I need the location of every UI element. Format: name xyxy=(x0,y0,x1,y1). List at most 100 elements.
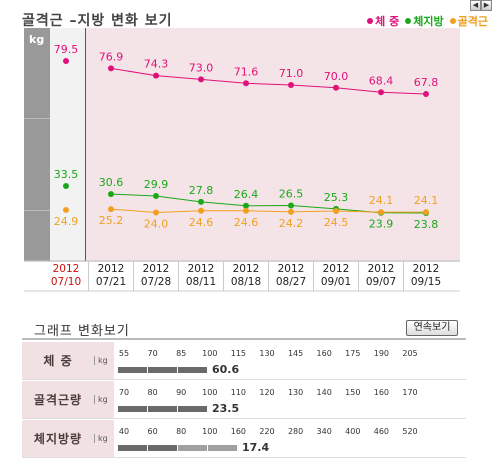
data-point xyxy=(378,89,384,96)
row-header: 체 중 kg xyxy=(22,342,114,379)
x-tick-label: 07/28 xyxy=(141,276,171,288)
x-tick-label: 2012 xyxy=(98,263,125,275)
scale-tick: 520 xyxy=(402,427,418,436)
legend-label: 골격근 xyxy=(457,15,488,28)
scale-tick: 120 xyxy=(259,388,275,397)
data-label: 24.2 xyxy=(279,217,304,230)
bar-segment xyxy=(148,367,177,373)
value-bar xyxy=(118,367,208,373)
data-point xyxy=(108,65,114,72)
data-label: 23.9 xyxy=(369,218,394,231)
data-label: 27.8 xyxy=(189,184,214,197)
x-tick-label: 07/21 xyxy=(96,276,126,288)
scale-tick: 130 xyxy=(259,349,275,358)
bar-segment xyxy=(148,445,177,451)
bar-value: 23.5 xyxy=(212,402,240,415)
legend-dot-icon xyxy=(367,18,374,24)
scale-tick: 100 xyxy=(202,349,218,358)
y-axis-panel xyxy=(24,28,50,260)
x-tick-label: 09/01 xyxy=(321,276,351,288)
row-label: 골격근량 xyxy=(33,393,83,407)
data-label: 73.0 xyxy=(189,61,214,74)
bar-segment xyxy=(178,406,207,412)
scale-tick: 80 xyxy=(147,388,158,397)
data-label: 30.6 xyxy=(99,176,124,189)
prev-arrow-icon[interactable]: ◀ xyxy=(470,0,481,11)
series-line xyxy=(110,208,426,213)
series-line xyxy=(110,67,427,95)
plot-area-pad xyxy=(442,28,460,260)
scale-tick: 175 xyxy=(345,349,361,358)
continuous-view-button[interactable]: 연속보기 xyxy=(406,320,458,336)
scale-tick: 80 xyxy=(176,427,187,436)
x-tick-label: 2012 xyxy=(413,263,440,275)
scale-tick: 340 xyxy=(316,427,332,436)
data-point xyxy=(153,72,159,79)
x-tick-label: 2012 xyxy=(188,263,215,275)
data-label: 23.8 xyxy=(414,218,439,231)
data-point xyxy=(243,80,249,87)
data-label: 33.5 xyxy=(54,168,79,181)
data-point xyxy=(63,206,69,213)
plot-area xyxy=(86,28,442,260)
y-axis-divider xyxy=(24,118,50,119)
data-point xyxy=(333,208,339,215)
data-point xyxy=(243,207,249,214)
scale-ticks: 40 60 80 100 160 220 280 340 400 460 520 xyxy=(118,427,418,439)
x-tick-label: 09/15 xyxy=(411,276,441,288)
data-label: 26.5 xyxy=(279,187,304,200)
bar-segment xyxy=(118,406,147,412)
data-label: 25.2 xyxy=(99,214,124,227)
scale-tick: 145 xyxy=(287,349,304,358)
data-label: 24.0 xyxy=(144,217,169,230)
data-label: 24.6 xyxy=(189,216,214,229)
scale-tick: 110 xyxy=(230,388,247,397)
baseline-column xyxy=(50,28,86,260)
scale-ticks: 70 80 90 100 110 120 130 140 150 160 170 xyxy=(118,388,418,400)
scale-tick: 460 xyxy=(373,427,390,436)
row-header: 골격근량 kg xyxy=(22,381,114,418)
data-label: 24.1 xyxy=(414,194,439,207)
data-label: 71.0 xyxy=(279,67,304,80)
chart-title: 골격근 –지방 변화 보기 xyxy=(22,13,173,29)
value-bar xyxy=(118,445,238,451)
scale-tick: 100 xyxy=(202,427,218,436)
data-point xyxy=(108,191,114,198)
data-label: 76.9 xyxy=(99,50,124,63)
next-arrow-icon[interactable]: ▶ xyxy=(481,0,492,11)
baseline-separator xyxy=(85,28,86,290)
scale-tick: 160 xyxy=(230,427,247,436)
data-point xyxy=(63,58,69,64)
legend-muscle: 골격근 xyxy=(449,13,488,29)
data-label: 74.3 xyxy=(144,58,169,71)
legend-dot-icon xyxy=(449,18,456,24)
data-point xyxy=(288,208,294,215)
bar-segment xyxy=(118,445,147,451)
data-point xyxy=(423,91,429,97)
bar-segment xyxy=(118,367,147,373)
data-point xyxy=(288,202,294,209)
series-layer: 79.5 76.9 74.3 73.0 71.6 71.0 70.0 68.4 67.8 33.5… xyxy=(54,43,439,231)
scale-tick: 100 xyxy=(202,388,218,397)
graph-panel-title: 그래프 변화보기 xyxy=(34,324,130,339)
chart-nav: ◀ ▶ xyxy=(470,0,492,11)
x-tick-label: 08/11 xyxy=(186,276,216,288)
scale-tick: 205 xyxy=(402,349,418,358)
scale-tick: 220 xyxy=(259,427,275,436)
legend-label: 체지방 xyxy=(413,15,444,28)
scale-tick: 160 xyxy=(373,388,390,397)
bar-segment xyxy=(148,406,177,412)
bar-segment xyxy=(208,445,237,451)
graph-row: 체 중 kg 55 70 85 100 115 130 145 160 175 190 205 60.6 xyxy=(22,342,466,380)
scale-tick: 170 xyxy=(402,388,418,397)
scale-tick: 115 xyxy=(230,349,247,358)
scale-tick: 85 xyxy=(176,349,187,358)
scale-tick: 90 xyxy=(176,388,187,397)
y-axis-divider xyxy=(24,210,50,211)
x-tick-label: 08/18 xyxy=(231,276,261,288)
scale-tick: 280 xyxy=(287,427,304,436)
scale-tick: 60 xyxy=(147,427,158,436)
data-point xyxy=(153,193,159,200)
y-unit-label: kg xyxy=(29,33,44,46)
data-label: 79.5 xyxy=(54,43,79,56)
